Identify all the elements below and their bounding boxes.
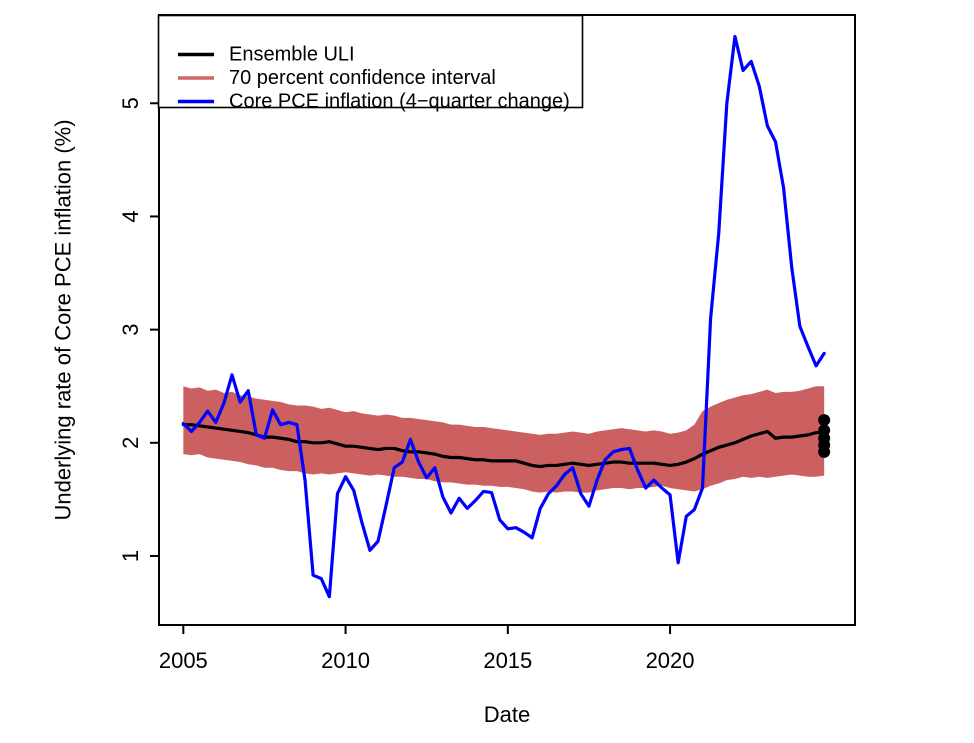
- uli-end-dot: [818, 445, 831, 458]
- y-tick-label: 4: [118, 210, 143, 222]
- legend-label: Core PCE inflation (4−quarter change): [229, 91, 570, 113]
- x-tick-label: 2005: [159, 648, 208, 673]
- uli-end-dot: [818, 414, 831, 427]
- y-tick-label: 1: [118, 550, 143, 562]
- core-pce-line: [181, 34, 826, 599]
- y-tick-label: 2: [118, 437, 143, 449]
- y-tick-label: 3: [118, 323, 143, 335]
- legend-label: 70 percent confidence interval: [229, 67, 496, 89]
- x-tick-label: 2020: [646, 648, 695, 673]
- x-tick-label: 2015: [483, 648, 532, 673]
- y-tick-label: 5: [118, 97, 143, 109]
- x-axis-title: Date: [484, 702, 530, 727]
- x-tick-label: 2010: [321, 648, 370, 673]
- legend-box: [157, 14, 584, 109]
- y-axis-title: Underlying rate of Core PCE inflation (%…: [51, 119, 76, 520]
- ensemble-uli-line: [181, 423, 826, 469]
- legend-label: Ensemble ULI: [229, 44, 355, 66]
